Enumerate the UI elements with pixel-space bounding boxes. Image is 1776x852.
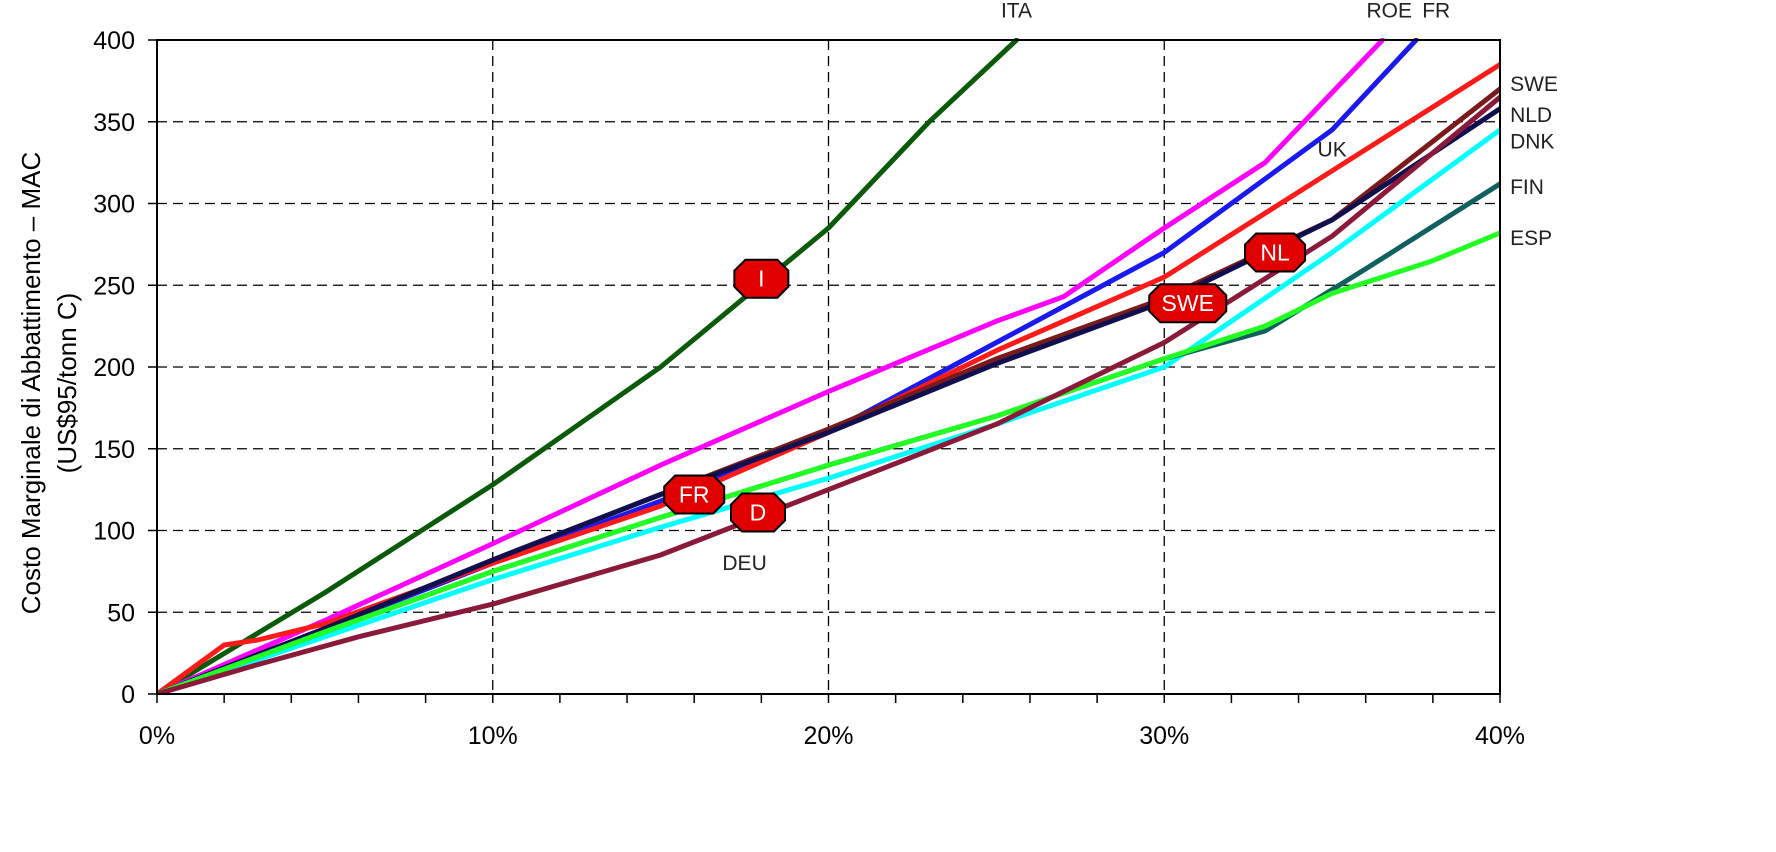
y-tick-label: 200 xyxy=(93,354,135,382)
marker-label: SWE xyxy=(1162,290,1214,316)
y-tick-label: 100 xyxy=(93,518,135,546)
marker-d: D xyxy=(729,492,786,533)
y-tick-label: 150 xyxy=(93,436,135,464)
y-axis-title-line2: (US$95/tonn C) xyxy=(52,293,82,474)
y-tick-label: 300 xyxy=(93,191,135,219)
marker-label: FR xyxy=(679,482,710,508)
x-tick-label: 20% xyxy=(803,722,853,750)
series-label-fr: FR xyxy=(1422,0,1450,23)
series-line-dnk xyxy=(157,127,1500,694)
marker-label: I xyxy=(758,266,764,292)
marker-i: I xyxy=(733,258,790,299)
y-axis-title: Costo Marginale di Abbattimento – MAC (U… xyxy=(16,152,82,614)
marker-label: NL xyxy=(1260,240,1290,266)
series-label-nld: NLD xyxy=(1510,104,1552,127)
marker-nl: NL xyxy=(1244,232,1307,273)
x-tick-label: 0% xyxy=(139,722,175,750)
marker-layer: I FR D SWE NL xyxy=(663,232,1307,533)
marker-octagon xyxy=(1244,232,1307,273)
x-tick-label: 40% xyxy=(1475,722,1525,750)
x-tick-label: 30% xyxy=(1139,722,1189,750)
series-label-uk: UK xyxy=(1318,139,1347,162)
axis-tick-labels: 0 50 100 150 200 250 300 350 400 0% 10% 20% 30% 40% xyxy=(93,27,1525,750)
marker-fr: FR xyxy=(663,474,726,515)
y-tick-label: 0 xyxy=(121,681,135,709)
marker-octagon xyxy=(663,474,726,515)
minor-tick-layer xyxy=(148,39,1501,703)
plot-area xyxy=(148,38,1501,703)
y-tick-label: 400 xyxy=(93,27,135,55)
series-label-deu: DEU xyxy=(722,552,766,575)
plot-frame xyxy=(156,39,1501,695)
marker-octagon xyxy=(729,492,786,533)
y-tick-label: 350 xyxy=(93,109,135,137)
marker-label: D xyxy=(750,500,767,526)
y-axis-title-line1: Costo Marginale di Abbattimento – MAC xyxy=(16,152,46,614)
x-tick-label: 10% xyxy=(468,722,518,750)
marker-swe: SWE xyxy=(1148,283,1228,324)
marker-octagon xyxy=(1148,283,1228,324)
series-label-esp: ESP xyxy=(1510,227,1552,250)
y-tick-label: 250 xyxy=(93,272,135,300)
series-line-esp xyxy=(157,230,1500,694)
series-label-swe: SWE xyxy=(1510,73,1558,96)
marker-octagon xyxy=(733,258,790,299)
series-label-roe: ROE xyxy=(1366,0,1412,23)
series-label-fin: FIN xyxy=(1510,176,1544,199)
y-tick-label: 50 xyxy=(107,599,135,627)
series-label-ita: ITA xyxy=(1001,0,1032,23)
series-label-dnk: DNK xyxy=(1510,130,1554,153)
series-line-ita xyxy=(157,38,1019,694)
series-line-roe xyxy=(157,38,1385,694)
series-line-uk xyxy=(157,62,1500,694)
